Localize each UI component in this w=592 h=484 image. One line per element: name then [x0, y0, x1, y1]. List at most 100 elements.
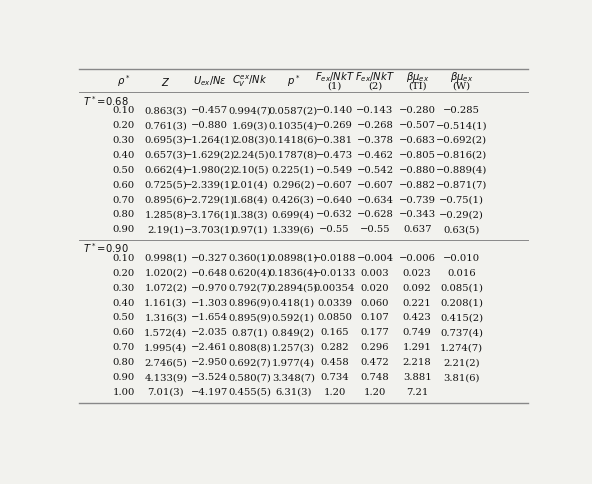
- Text: −0.29(2): −0.29(2): [439, 211, 484, 219]
- Text: −0.871(7): −0.871(7): [436, 181, 487, 190]
- Text: 0.90: 0.90: [112, 373, 134, 382]
- Text: 0.415(2): 0.415(2): [440, 314, 483, 322]
- Text: −0.816(2): −0.816(2): [436, 151, 487, 160]
- Text: −0.648: −0.648: [191, 269, 229, 278]
- Text: 0.30: 0.30: [112, 284, 134, 293]
- Text: −0.0133: −0.0133: [313, 269, 356, 278]
- Text: −0.378: −0.378: [356, 136, 394, 145]
- Text: 0.592(1): 0.592(1): [272, 314, 315, 322]
- Text: 0.0339: 0.0339: [317, 299, 352, 307]
- Text: 0.808(8): 0.808(8): [229, 343, 272, 352]
- Text: 0.023: 0.023: [403, 269, 432, 278]
- Text: −0.683: −0.683: [399, 136, 436, 145]
- Text: 0.20: 0.20: [112, 121, 134, 130]
- Text: 0.003: 0.003: [361, 269, 390, 278]
- Text: −0.75(1): −0.75(1): [439, 196, 484, 205]
- Text: −0.010: −0.010: [443, 254, 480, 263]
- Text: 1.995(4): 1.995(4): [144, 343, 187, 352]
- Text: 6.31(3): 6.31(3): [275, 388, 311, 397]
- Text: 0.863(3): 0.863(3): [144, 106, 187, 115]
- Text: $\beta\mu_{ex}$: $\beta\mu_{ex}$: [450, 70, 474, 84]
- Text: −0.507: −0.507: [398, 121, 436, 130]
- Text: 0.998(1): 0.998(1): [144, 254, 187, 263]
- Text: 0.749: 0.749: [403, 328, 432, 337]
- Text: −0.692(2): −0.692(2): [436, 136, 487, 145]
- Text: 0.0850: 0.0850: [317, 314, 352, 322]
- Text: 0.1035(4): 0.1035(4): [269, 121, 318, 130]
- Text: 0.699(4): 0.699(4): [272, 211, 315, 219]
- Text: −2.339(1): −2.339(1): [184, 181, 236, 190]
- Text: 0.792(7): 0.792(7): [229, 284, 272, 293]
- Text: 0.426(3): 0.426(3): [272, 196, 315, 205]
- Text: 0.165: 0.165: [320, 328, 349, 337]
- Text: 1.257(3): 1.257(3): [272, 343, 315, 352]
- Text: 0.10: 0.10: [112, 254, 135, 263]
- Text: 2.08(3): 2.08(3): [232, 136, 268, 145]
- Text: 0.895(9): 0.895(9): [229, 314, 272, 322]
- Text: $T^*\!=\!0.90$: $T^*\!=\!0.90$: [83, 242, 129, 256]
- Text: 7.21: 7.21: [406, 388, 429, 397]
- Text: 1.00: 1.00: [112, 388, 135, 397]
- Text: 2.01(4): 2.01(4): [232, 181, 269, 190]
- Text: −0.542: −0.542: [356, 166, 394, 175]
- Text: −0.269: −0.269: [316, 121, 353, 130]
- Text: 0.849(2): 0.849(2): [272, 328, 315, 337]
- Text: 0.580(7): 0.580(7): [229, 373, 272, 382]
- Text: −3.703(1): −3.703(1): [184, 226, 236, 234]
- Text: $\beta\mu_{ex}$: $\beta\mu_{ex}$: [406, 70, 429, 84]
- Text: −0.607: −0.607: [356, 181, 394, 190]
- Text: −0.473: −0.473: [316, 151, 353, 160]
- Text: $C_V^{ex}/Nk$: $C_V^{ex}/Nk$: [233, 74, 268, 89]
- Text: 1.20: 1.20: [364, 388, 386, 397]
- Text: 0.70: 0.70: [112, 343, 134, 352]
- Text: 0.734: 0.734: [320, 373, 349, 382]
- Text: 0.282: 0.282: [320, 343, 349, 352]
- Text: 0.692(7): 0.692(7): [229, 358, 272, 367]
- Text: 0.40: 0.40: [112, 299, 135, 307]
- Text: $U_{ex}/N\varepsilon$: $U_{ex}/N\varepsilon$: [193, 75, 227, 89]
- Text: 1.316(3): 1.316(3): [144, 314, 187, 322]
- Text: −0.805: −0.805: [398, 151, 436, 160]
- Text: 0.455(5): 0.455(5): [229, 388, 272, 397]
- Text: −1.264(1): −1.264(1): [184, 136, 236, 145]
- Text: 0.20: 0.20: [112, 269, 134, 278]
- Text: (W): (W): [453, 81, 471, 91]
- Text: 0.1787(8): 0.1787(8): [269, 151, 318, 160]
- Text: $F_{ex}/NkT$: $F_{ex}/NkT$: [314, 70, 355, 84]
- Text: −4.197: −4.197: [191, 388, 229, 397]
- Text: 2.10(5): 2.10(5): [232, 166, 269, 175]
- Text: 1.339(6): 1.339(6): [272, 226, 315, 234]
- Text: −0.882: −0.882: [398, 181, 436, 190]
- Text: −1.629(2): −1.629(2): [184, 151, 236, 160]
- Text: 0.1418(6): 0.1418(6): [269, 136, 318, 145]
- Text: −0.55: −0.55: [319, 226, 350, 234]
- Text: 1.38(3): 1.38(3): [232, 211, 269, 219]
- Text: −0.140: −0.140: [316, 106, 353, 115]
- Text: 0.70: 0.70: [112, 196, 134, 205]
- Text: 0.737(4): 0.737(4): [440, 328, 483, 337]
- Text: −1.654: −1.654: [191, 314, 229, 322]
- Text: 0.657(3): 0.657(3): [144, 151, 187, 160]
- Text: −0.55: −0.55: [360, 226, 390, 234]
- Text: 1.20: 1.20: [323, 388, 346, 397]
- Text: 0.360(1): 0.360(1): [229, 254, 272, 263]
- Text: 4.133(9): 4.133(9): [144, 373, 187, 382]
- Text: 0.296: 0.296: [361, 343, 389, 352]
- Text: −0.632: −0.632: [316, 211, 353, 219]
- Text: 0.0587(2): 0.0587(2): [269, 106, 318, 115]
- Text: 0.423: 0.423: [403, 314, 432, 322]
- Text: −0.280: −0.280: [398, 106, 436, 115]
- Text: 1.291: 1.291: [403, 343, 432, 352]
- Text: 0.016: 0.016: [448, 269, 476, 278]
- Text: −0.640: −0.640: [316, 196, 353, 205]
- Text: 0.177: 0.177: [361, 328, 390, 337]
- Text: 0.895(6): 0.895(6): [144, 196, 187, 205]
- Text: −3.524: −3.524: [191, 373, 229, 382]
- Text: −0.634: −0.634: [356, 196, 394, 205]
- Text: 0.418(1): 0.418(1): [272, 299, 315, 307]
- Text: 3.81(6): 3.81(6): [443, 373, 480, 382]
- Text: 0.50: 0.50: [112, 314, 134, 322]
- Text: 0.63(5): 0.63(5): [443, 226, 480, 234]
- Text: 0.1836(4): 0.1836(4): [269, 269, 318, 278]
- Text: 0.085(1): 0.085(1): [440, 284, 483, 293]
